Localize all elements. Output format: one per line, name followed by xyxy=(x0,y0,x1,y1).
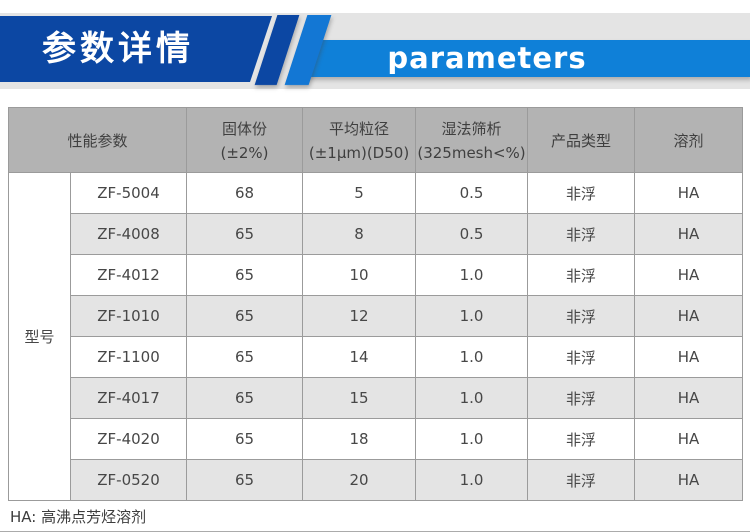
header-sieve-line1: 湿法筛析 xyxy=(441,120,502,138)
cell-solid: 65 xyxy=(186,213,304,255)
table-body: 型号 ZF-5004 68 5 0.5 非浮 HA ZF-4008 65 8 0… xyxy=(8,172,744,501)
cell-particle: 14 xyxy=(302,336,417,378)
chinese-title-banner: 参数详情 xyxy=(0,16,272,82)
parameters-table: 性能参数 固体份 (±2%) 平均粒径 (±1μm)(D50) 湿法筛析 (32… xyxy=(7,107,744,501)
row-group-label: 型号 xyxy=(8,172,71,501)
cell-solid: 65 xyxy=(186,459,304,501)
cell-sieve: 0.5 xyxy=(415,172,529,214)
banner-title-en: parameters xyxy=(387,41,587,75)
cell-solvent: HA xyxy=(634,254,744,296)
header-sieve-line2: (325mesh<%) xyxy=(417,144,526,162)
header-solvent: 溶剂 xyxy=(634,107,744,173)
table-row: ZF-4017 65 15 1.0 非浮 HA xyxy=(9,377,744,419)
cell-model: ZF-0520 xyxy=(69,459,188,501)
cell-sieve: 1.0 xyxy=(415,295,529,337)
header-solid-content: 固体份 (±2%) xyxy=(186,107,304,173)
cell-solid: 65 xyxy=(186,418,304,460)
cell-solid: 65 xyxy=(186,254,304,296)
cell-type: 非浮 xyxy=(527,172,636,214)
header-particle-size: 平均粒径 (±1μm)(D50) xyxy=(302,107,417,173)
table-header: 性能参数 固体份 (±2%) 平均粒径 (±1μm)(D50) 湿法筛析 (32… xyxy=(7,107,744,173)
cell-solvent: HA xyxy=(634,172,744,214)
cell-particle: 15 xyxy=(302,377,417,419)
cell-model: ZF-4012 xyxy=(69,254,188,296)
cell-solid: 65 xyxy=(186,336,304,378)
header-solid-line1: 固体份 xyxy=(222,120,268,138)
header-particle-line2: (±1μm)(D50) xyxy=(308,144,410,162)
cell-particle: 10 xyxy=(302,254,417,296)
cell-model: ZF-4008 xyxy=(69,213,188,255)
cell-solvent: HA xyxy=(634,213,744,255)
table-row: ZF-1100 65 14 1.0 非浮 HA xyxy=(9,336,744,378)
cell-solvent: HA xyxy=(634,336,744,378)
cell-type: 非浮 xyxy=(527,377,636,419)
cell-model: ZF-4017 xyxy=(69,377,188,419)
table-row: 型号 ZF-5004 68 5 0.5 非浮 HA xyxy=(8,172,744,501)
banner-title-cn: 参数详情 xyxy=(42,29,194,69)
header-row: 性能参数 固体份 (±2%) 平均粒径 (±1μm)(D50) 湿法筛析 (32… xyxy=(7,107,744,173)
header-wet-sieve: 湿法筛析 (325mesh<%) xyxy=(415,107,529,173)
solvent-footnote: HA: 高沸点芳烃溶剂 xyxy=(10,508,147,526)
cell-type: 非浮 xyxy=(527,336,636,378)
header-particle-line1: 平均粒径 xyxy=(329,120,390,138)
header-product-type: 产品类型 xyxy=(527,107,636,173)
cell-particle: 5 xyxy=(302,172,417,214)
header-banner: parameters 参数详情 xyxy=(0,0,750,91)
table-row: ZF-4008 65 8 0.5 非浮 HA xyxy=(9,213,744,255)
cell-sieve: 0.5 xyxy=(415,213,529,255)
cell-solid: 68 xyxy=(186,172,304,214)
cell-solid: 65 xyxy=(186,377,304,419)
table-row: ZF-1010 65 12 1.0 非浮 HA xyxy=(9,295,744,337)
cell-particle: 8 xyxy=(302,213,417,255)
cell-type: 非浮 xyxy=(527,459,636,501)
cell-particle: 18 xyxy=(302,418,417,460)
cell-solvent: HA xyxy=(634,459,744,501)
cell-sieve: 1.0 xyxy=(415,336,529,378)
cell-sieve: 1.0 xyxy=(415,377,529,419)
cell-sieve: 1.0 xyxy=(415,459,529,501)
english-title-bar: parameters xyxy=(302,40,750,77)
header-performance: 性能参数 xyxy=(7,107,188,173)
cell-model: ZF-1010 xyxy=(69,295,188,337)
cell-model: ZF-1100 xyxy=(69,336,188,378)
cell-model: ZF-5004 xyxy=(69,172,188,214)
cell-type: 非浮 xyxy=(527,213,636,255)
header-solid-line2: (±2%) xyxy=(220,144,269,162)
table-row: ZF-4012 65 10 1.0 非浮 HA xyxy=(9,254,744,296)
cell-type: 非浮 xyxy=(527,418,636,460)
cell-type: 非浮 xyxy=(527,254,636,296)
cell-solvent: HA xyxy=(634,295,744,337)
table-row: ZF-4020 65 18 1.0 非浮 HA xyxy=(9,418,744,460)
cell-sieve: 1.0 xyxy=(415,418,529,460)
cell-model: ZF-4020 xyxy=(69,418,188,460)
table-row: ZF-0520 65 20 1.0 非浮 HA xyxy=(9,459,744,501)
cell-sieve: 1.0 xyxy=(415,254,529,296)
cell-solvent: HA xyxy=(634,418,744,460)
cell-solid: 65 xyxy=(186,295,304,337)
cell-particle: 12 xyxy=(302,295,417,337)
cell-solvent: HA xyxy=(634,377,744,419)
cell-particle: 20 xyxy=(302,459,417,501)
cell-type: 非浮 xyxy=(527,295,636,337)
